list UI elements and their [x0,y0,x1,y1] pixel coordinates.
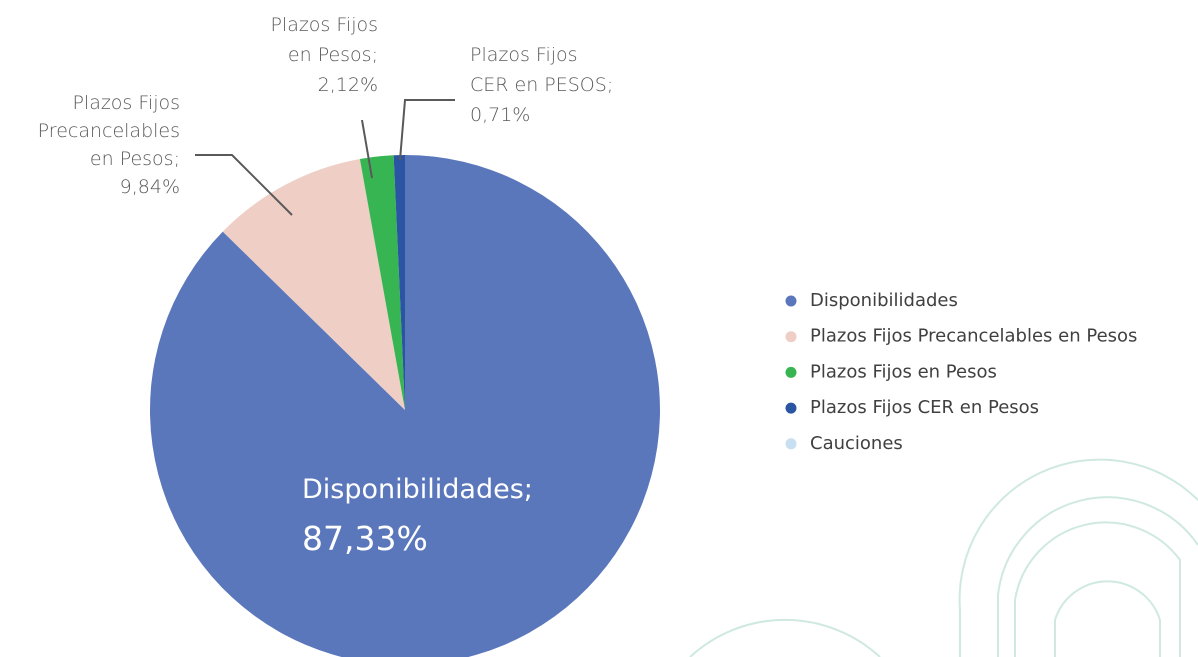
legend-marker [785,366,797,378]
data-label: Plazos Fijos Precancelables en Pesos; 9,84% [38,92,180,198]
legend-label: Disponibilidades [810,290,958,311]
decoration [689,458,1198,657]
pie-slice [393,155,405,410]
data-label-line: Plazos Fijos [72,92,180,114]
data-label-line: Disponibilidades; [302,474,533,505]
data-value-label: 2,12% [318,74,378,96]
data-label: Disponibilidades; 87,33% [302,474,533,558]
data-label-line: Plazos Fijos [270,14,378,36]
data-label: Plazos Fijos CER en PESOS; 0,71% [470,44,613,126]
data-label-line: en Pesos; [288,44,378,66]
leader-line [399,99,455,161]
data-label-line: CER en PESOS; [470,74,613,96]
pie-slice [359,155,405,410]
legend-marker [785,331,797,343]
legend-marker [785,402,797,414]
legend-label: Plazos Fijos Precancelables en Pesos [810,326,1137,347]
data-label-line: Precancelables [38,120,180,142]
data-value-label: 9,84% [120,176,180,198]
data-label-line: en Pesos; [90,148,180,170]
legend-marker [785,295,797,307]
data-label-line: Plazos Fijos [470,44,578,66]
pie-slice [150,155,660,657]
leader-line [195,154,293,216]
data-value-label: 0,71% [470,104,530,126]
plot-area: Disponibilidades; 87,33% Plazos Fijos Preca… [38,14,1137,657]
data-value-label: 87,33% [302,519,428,558]
legend-label: Plazos Fijos CER en Pesos [810,397,1039,418]
leader-line [361,119,373,179]
legend-label: Plazos Fijos en Pesos [810,361,997,382]
legend-label: Cauciones [810,433,903,454]
data-label: Plazos Fijos en Pesos; 2,12% [270,14,378,96]
legend-marker [785,438,797,450]
pie-slice [222,159,405,410]
